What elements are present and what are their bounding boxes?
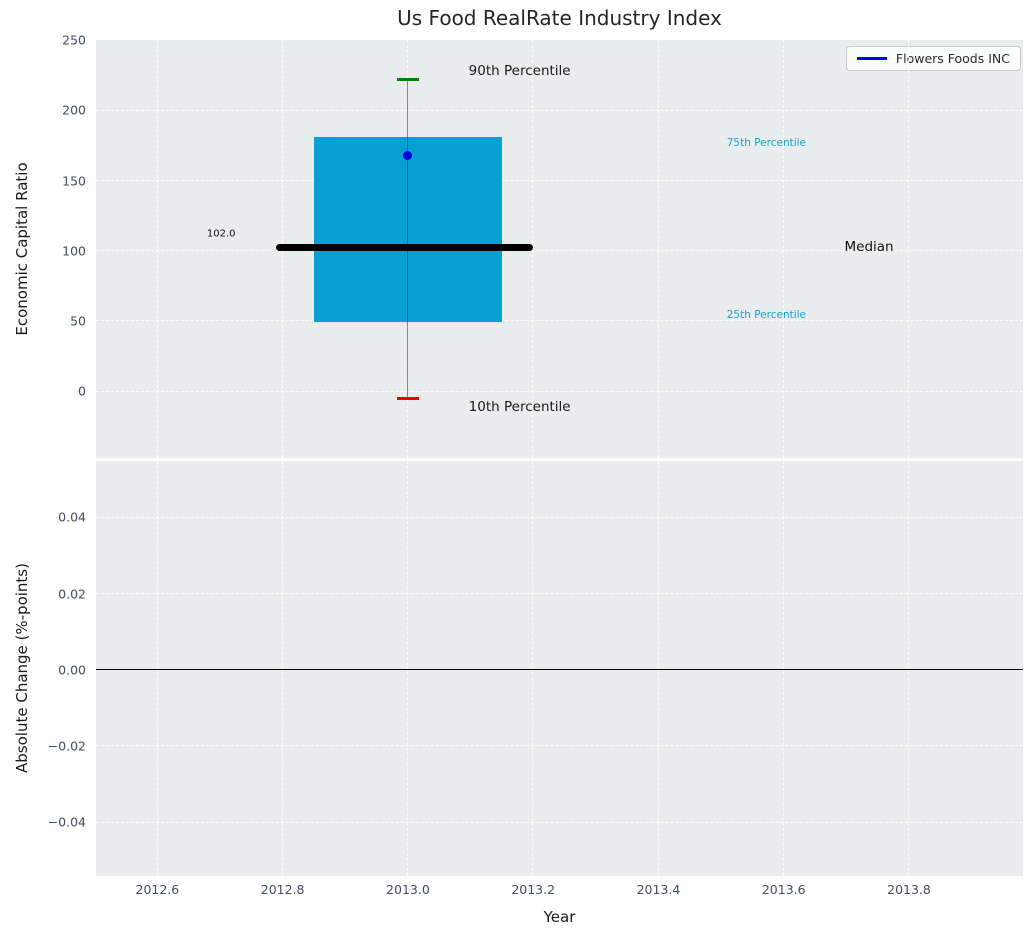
legend: Flowers Foods INC [845,46,1021,71]
gridline-v [908,40,910,458]
y-tick-label: −0.04 [47,814,86,830]
whisker-cap-10th [397,396,419,400]
y-tick-label: 50 [70,313,86,329]
x-tick-label: 2013.6 [761,882,806,897]
gridline-v [657,461,659,876]
x-axis-label: Year [543,908,576,926]
y-tick-label: 0.04 [58,509,86,525]
gridline-h [96,745,1023,747]
gridline-h [96,250,1023,251]
median-line [276,244,534,252]
annotation-10th-percentile: 10th Percentile [468,398,571,415]
zero-line [96,669,1023,671]
annotation-median: Median [844,238,894,255]
y-tick-label: 100 [62,243,86,259]
x-tick-label: 2012.6 [135,882,180,897]
y-tick-label: 0 [78,383,86,399]
y-tick-label: 150 [62,173,86,188]
company-point [403,150,413,160]
gridline-v [782,40,784,458]
gridline-v [156,40,158,458]
y-tick-label: 200 [62,102,86,118]
x-tick-label: 2013.8 [887,882,931,897]
gridline-h [96,516,1023,518]
y-tick-label: 0.00 [58,662,86,678]
legend-label: Flowers Foods INC [895,51,1010,66]
gridline-v [532,461,534,876]
gridline-v [657,40,659,458]
bottom-plot-area [96,461,1023,876]
whisker-line [407,79,409,399]
gridline-h [96,179,1023,181]
gridline-h [96,320,1023,322]
gridline-v [281,461,283,876]
annotation-90th-percentile: 90th Percentile [468,62,571,79]
gridline-v [782,461,784,876]
whisker-cap-90th [397,78,419,81]
gridline-v [156,461,158,876]
gridline-h [96,109,1023,111]
x-tick-label: 2012.8 [260,882,305,897]
gridline-v [407,461,409,876]
annotation-75th-percentile: 75th Percentile [726,136,807,149]
y-tick-label: 0.02 [58,586,86,602]
gridline-h [96,821,1023,823]
gridline-v [532,40,534,458]
gridline-v [908,461,910,876]
y-tick-label: −0.02 [47,738,86,754]
x-tick-label: 2013.0 [386,882,430,897]
y-tick-label: 250 [62,32,86,48]
x-tick-label: 2013.4 [636,882,681,897]
x-tick-label: 2013.2 [511,882,556,897]
legend-line-swatch [856,57,887,60]
gridline-h [96,592,1023,594]
gridline-h [96,390,1023,392]
annotation-25th-percentile: 25th Percentile [726,309,807,322]
annotation-median-value: 102.0 [206,228,236,240]
chart-title: Us Food RealRate Industry Index [397,6,722,30]
